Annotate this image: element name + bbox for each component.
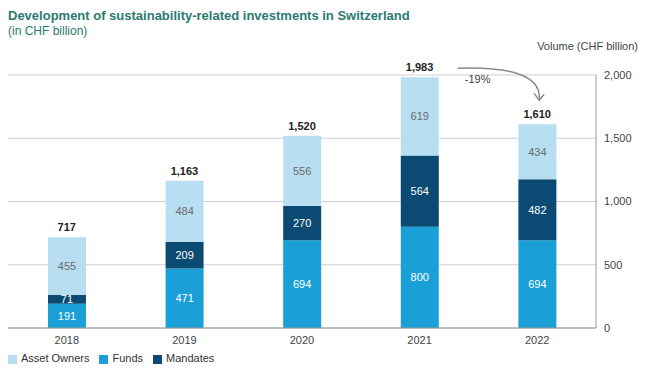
svg-text:800: 800	[411, 271, 429, 283]
svg-text:500: 500	[604, 259, 622, 271]
svg-text:270: 270	[293, 217, 311, 229]
svg-text:434: 434	[528, 146, 546, 158]
html-text:(in CHF billion): (in CHF billion)	[8, 24, 88, 38]
svg-text:556: 556	[293, 165, 311, 177]
svg-text:1,163: 1,163	[171, 165, 199, 177]
html-text:Asset Owners: Asset Owners	[21, 352, 90, 364]
svg-text:1,983: 1,983	[406, 61, 434, 73]
svg-text:2022: 2022	[525, 334, 549, 346]
svg-text:1,500: 1,500	[604, 132, 632, 144]
html-text:Mandates: Mandates	[166, 352, 215, 364]
svg-text:717: 717	[58, 221, 76, 233]
svg-text:2021: 2021	[407, 334, 431, 346]
html-text:Volume (CHF billion): Volume (CHF billion)	[537, 40, 638, 52]
svg-text:482: 482	[528, 204, 546, 216]
svg-text:1,000: 1,000	[604, 195, 632, 207]
svg-text:455: 455	[58, 260, 76, 272]
svg-text:619: 619	[411, 110, 429, 122]
svg-text:2018: 2018	[55, 334, 79, 346]
svg-text:484: 484	[175, 205, 193, 217]
svg-text:0: 0	[604, 322, 610, 334]
html-text:Development of sustainability-: Development of sustainability-related in…	[8, 8, 410, 23]
svg-text:2019: 2019	[172, 334, 196, 346]
svg-text:694: 694	[528, 278, 546, 290]
svg-text:2020: 2020	[290, 334, 314, 346]
svg-text:564: 564	[411, 185, 429, 197]
svg-text:1,610: 1,610	[523, 108, 551, 120]
svg-text:191: 191	[58, 310, 76, 322]
svg-text:209: 209	[175, 249, 193, 261]
svg-text:1,520: 1,520	[288, 120, 316, 132]
svg-text:471: 471	[175, 292, 193, 304]
html-text:Funds: Funds	[112, 352, 143, 364]
svg-text:694: 694	[293, 278, 311, 290]
svg-text:-19%: -19%	[465, 73, 491, 85]
svg-text:2,000: 2,000	[604, 69, 632, 81]
svg-text:71: 71	[61, 293, 73, 305]
